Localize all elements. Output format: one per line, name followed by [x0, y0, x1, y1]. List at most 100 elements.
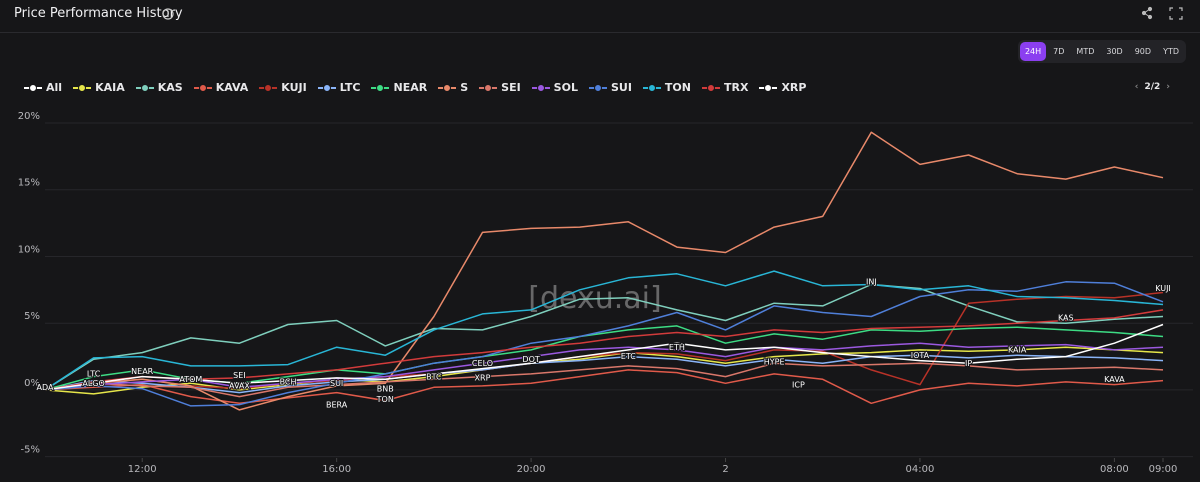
legend-icon [642, 83, 661, 92]
legend-icon [371, 83, 390, 92]
legend-item[interactable]: SOL [531, 81, 578, 94]
legend-icon [317, 83, 336, 92]
point-label: AVAX [229, 382, 250, 391]
legend-icon [259, 83, 278, 92]
legend-label: XRP [781, 81, 807, 94]
point-label: KAVA [1104, 375, 1125, 384]
series-line [44, 369, 1164, 405]
legend-item[interactable]: TON [642, 81, 691, 94]
share-icon[interactable] [1142, 6, 1153, 20]
legend-item[interactable]: All [24, 81, 62, 94]
y-tick-label: 10% [18, 244, 40, 255]
header-icons [1142, 6, 1183, 20]
legend-item[interactable]: KUJI [259, 81, 307, 94]
legend: All KAIA KAS KAVA KUJI LTC NEAR S SEI SOL SUI TON TR… [24, 81, 806, 94]
legend-item[interactable]: NEAR [371, 81, 427, 94]
legend-item[interactable]: SEI [479, 81, 521, 94]
pager: ‹ 2/2 › [1135, 82, 1170, 92]
point-label: KAS [1058, 314, 1074, 323]
point-label: NEAR [131, 367, 154, 376]
legend-label: S [460, 81, 469, 94]
x-tick-label: 09:00 [1149, 464, 1178, 475]
legend-label: KAIA [95, 81, 125, 94]
point-label: BNB [377, 384, 394, 393]
point-label: XRP [475, 374, 491, 383]
point-label: BERA [326, 400, 348, 409]
legend-icon [479, 83, 498, 92]
legend-label: KAS [157, 81, 183, 94]
point-label: SEI [233, 371, 246, 380]
x-tick-label: 12:00 [128, 464, 157, 475]
divider [0, 32, 1200, 33]
point-label: ETC [621, 352, 636, 361]
timeframe-button[interactable]: 90D [1134, 47, 1152, 56]
point-label: IP [965, 359, 972, 368]
legend-icon [588, 83, 607, 92]
point-label: BTC [426, 372, 442, 381]
legend-icon [701, 83, 720, 92]
legend-label: LTC [339, 81, 361, 94]
watermark: [dexu.ai] [528, 281, 661, 316]
legend-item[interactable]: S [438, 81, 468, 94]
legend-icon [531, 83, 550, 92]
legend-icon [193, 83, 212, 92]
point-label: ATOM [179, 375, 202, 384]
legend-item[interactable]: SUI [588, 81, 632, 94]
legend-label: SUI [610, 81, 632, 94]
timeframe-button[interactable]: 7D [1053, 47, 1065, 56]
legend-label: TRX [723, 81, 749, 94]
legend-label: KUJI [281, 81, 307, 94]
point-label: IOTA [911, 351, 930, 360]
y-tick-label: 20% [18, 111, 40, 122]
pager-next[interactable]: › [1166, 82, 1170, 92]
pager-prev[interactable]: ‹ [1134, 82, 1139, 92]
point-label: BCH [280, 378, 297, 387]
legend-icon [438, 83, 457, 92]
x-tick-label: 20:00 [517, 464, 546, 475]
x-tick-label: 16:00 [322, 464, 351, 475]
legend-item[interactable]: TRX [701, 81, 749, 94]
timeframe-selector: 24H 7D MTD 30D 90D YTD [1017, 40, 1186, 63]
legend-icon [24, 83, 42, 92]
timeframe-button[interactable]: MTD [1076, 47, 1095, 56]
x-tick-label: 04:00 [906, 464, 935, 475]
legend-icon [73, 83, 92, 92]
point-label: KUJI [1155, 284, 1171, 293]
timeframe-button[interactable]: 24H [1019, 42, 1047, 61]
point-label: SUI [330, 379, 343, 388]
point-label: ALGO [82, 379, 104, 388]
timeframe-button[interactable]: 30D [1106, 47, 1123, 56]
legend-label: TON [664, 81, 691, 94]
series-line [44, 325, 1164, 391]
series-line [44, 131, 1164, 411]
y-tick-label: -5% [21, 445, 40, 456]
legend-item[interactable]: KAVA [193, 81, 248, 94]
point-label: INJ [866, 277, 877, 286]
point-label: ICP [792, 380, 805, 389]
series-line [44, 362, 1164, 398]
point-label: ETH [669, 343, 685, 352]
point-label: LTC [87, 370, 101, 379]
y-tick-label: 0% [24, 378, 40, 389]
legend-item[interactable]: KAS [135, 81, 183, 94]
series-line [44, 283, 1164, 391]
info-icon[interactable] [162, 8, 174, 20]
series-line [44, 270, 1164, 391]
timeframe-button[interactable]: YTD [1163, 47, 1179, 56]
legend-item[interactable]: KAIA [73, 81, 125, 94]
series-line [44, 323, 1164, 391]
legend-item[interactable]: LTC [317, 81, 361, 94]
legend-item[interactable]: XRP [759, 81, 806, 94]
expand-icon[interactable] [1169, 7, 1183, 20]
series-line [44, 342, 1164, 391]
x-tick-label: 08:00 [1100, 464, 1129, 475]
point-label: CELO [472, 359, 493, 368]
legend-label: SOL [553, 81, 578, 94]
series-line [44, 281, 1164, 407]
series-line [44, 309, 1164, 391]
legend-icon [759, 83, 778, 92]
x-tick-label: 2 [722, 464, 728, 475]
point-label: TON [376, 395, 394, 404]
